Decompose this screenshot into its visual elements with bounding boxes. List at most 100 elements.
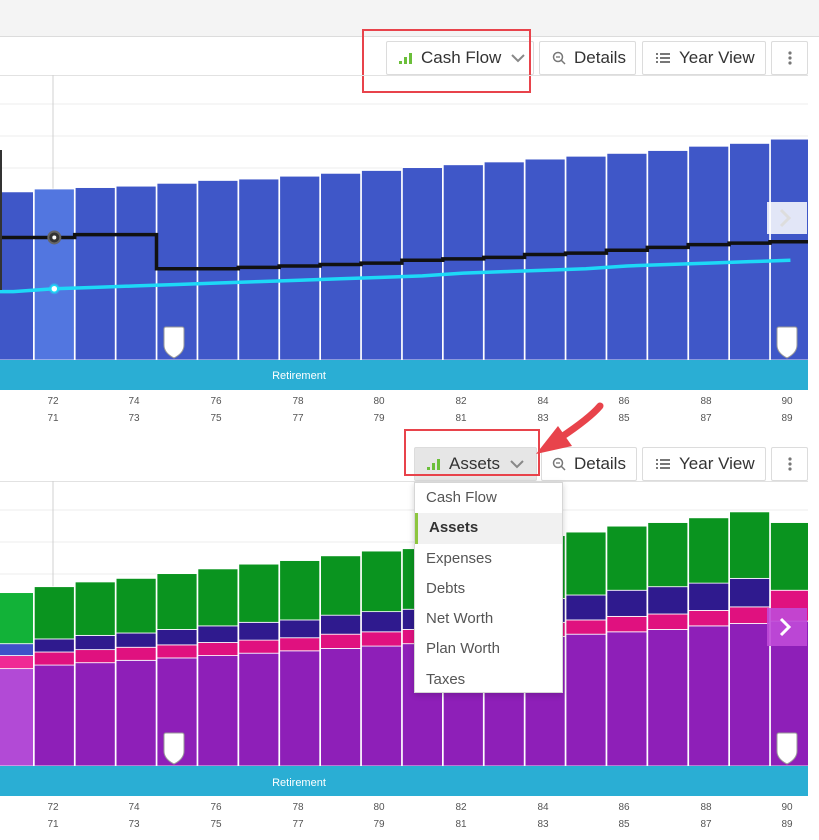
hover-point[interactable] [50, 284, 59, 293]
assets-segment-navy[interactable] [729, 577, 770, 608]
details-button[interactable]: Details [541, 447, 637, 481]
cash-flow-bar[interactable] [729, 143, 770, 361]
assets-segment-purple[interactable] [238, 652, 280, 767]
assets-segment-green[interactable] [279, 560, 321, 621]
year-view-button[interactable]: Year View [642, 41, 766, 75]
cash-flow-bar[interactable] [770, 138, 811, 361]
scroll-right-arrow-icon[interactable] [767, 608, 807, 646]
dropdown-item-net-worth[interactable]: Net Worth [426, 610, 494, 628]
assets-segment-green[interactable] [647, 522, 689, 588]
assets-segment-pink[interactable] [0, 655, 34, 670]
assets-segment-green[interactable] [33, 586, 75, 640]
assets-segment-purple[interactable] [0, 668, 34, 767]
assets-segment-navy[interactable] [197, 625, 239, 643]
assets-segment-purple[interactable] [197, 655, 239, 767]
cash-flow-bar[interactable] [401, 167, 443, 361]
assets-segment-purple[interactable] [115, 659, 157, 767]
assets-segment-green[interactable] [606, 525, 648, 591]
assets-segment-navy[interactable] [115, 632, 157, 648]
assets-segment-purple[interactable] [361, 645, 402, 767]
assets-segment-purple[interactable] [647, 629, 689, 767]
cash-flow-bar[interactable] [361, 170, 402, 361]
end-of-plan-marker-icon[interactable] [776, 732, 798, 765]
assets-segment-pink[interactable] [688, 610, 730, 627]
cash-flow-bar[interactable] [115, 185, 157, 361]
assets-segment-green[interactable] [0, 592, 34, 645]
assets-segment-green[interactable] [197, 568, 239, 627]
assets-segment-purple[interactable] [688, 625, 730, 767]
year-view-button[interactable]: Year View [642, 447, 766, 481]
assets-segment-pink[interactable] [361, 631, 402, 647]
chart-type-select-assets[interactable]: Assets [414, 447, 537, 481]
cash-flow-bar[interactable] [442, 164, 484, 361]
more-options-button[interactable] [771, 41, 808, 75]
dropdown-item-cash-flow[interactable]: Cash Flow [426, 489, 497, 506]
cash-flow-bar[interactable] [483, 161, 525, 361]
retirement-marker-icon[interactable] [163, 326, 185, 359]
assets-segment-navy[interactable] [320, 614, 362, 635]
dropdown-item-plan-worth[interactable]: Plan Worth [426, 640, 500, 658]
dropdown-item-taxes[interactable]: Taxes [426, 670, 466, 688]
assets-segment-pink[interactable] [197, 642, 239, 656]
cash-flow-bar[interactable] [74, 187, 116, 361]
assets-segment-pink[interactable] [606, 615, 648, 633]
assets-segment-pink[interactable] [74, 649, 116, 664]
dropdown-item-debts[interactable]: Debts [426, 579, 466, 597]
assets-segment-navy[interactable] [74, 634, 116, 651]
chart-type-select[interactable]: Cash Flow [386, 41, 534, 75]
cash-flow-bar[interactable] [606, 152, 648, 361]
assets-segment-pink[interactable] [156, 644, 198, 659]
assets-segment-purple[interactable] [729, 623, 770, 767]
assets-segment-purple[interactable] [279, 650, 321, 767]
assets-segment-navy[interactable] [688, 582, 730, 611]
assets-segment-green[interactable] [156, 573, 198, 630]
cash-flow-bar[interactable] [647, 150, 689, 361]
details-button[interactable]: Details [539, 41, 636, 75]
assets-segment-green[interactable] [729, 511, 770, 579]
assets-segment-navy[interactable] [606, 589, 648, 617]
cash-flow-bar[interactable] [238, 178, 280, 361]
assets-segment-pink[interactable] [647, 613, 689, 630]
end-of-plan-marker-icon[interactable] [776, 326, 798, 359]
assets-segment-green[interactable] [115, 577, 157, 634]
assets-segment-navy[interactable] [361, 611, 402, 633]
cash-flow-bar[interactable] [33, 188, 75, 361]
dropdown-item-assets[interactable]: Assets [415, 513, 562, 544]
assets-segment-green[interactable] [361, 550, 402, 613]
assets-segment-pink[interactable] [729, 606, 770, 624]
more-options-button[interactable] [771, 447, 808, 481]
assets-segment-pink[interactable] [565, 619, 607, 635]
cash-flow-bar[interactable] [320, 172, 362, 361]
assets-segment-purple[interactable] [565, 633, 607, 767]
cash-flow-bar[interactable] [279, 175, 321, 361]
scroll-right-arrow-icon[interactable] [767, 202, 807, 234]
assets-segment-purple[interactable] [74, 662, 116, 767]
assets-segment-navy[interactable] [238, 621, 280, 641]
assets-segment-navy[interactable] [0, 643, 34, 656]
assets-segment-navy[interactable] [279, 619, 321, 639]
assets-segment-navy[interactable] [647, 586, 689, 615]
assets-segment-green[interactable] [74, 581, 116, 636]
cash-flow-bar[interactable] [688, 145, 730, 361]
assets-segment-navy[interactable] [156, 629, 198, 646]
assets-segment-green[interactable] [565, 531, 607, 596]
assets-segment-pink[interactable] [238, 639, 280, 654]
assets-segment-green[interactable] [320, 555, 362, 616]
cash-flow-bar[interactable] [0, 191, 34, 361]
assets-segment-green[interactable] [770, 522, 811, 591]
assets-segment-navy[interactable] [565, 594, 607, 621]
assets-segment-pink[interactable] [320, 633, 362, 649]
cash-flow-bar[interactable] [565, 155, 607, 361]
assets-segment-purple[interactable] [606, 631, 648, 767]
assets-segment-green[interactable] [238, 563, 280, 623]
assets-segment-green[interactable] [688, 517, 730, 584]
assets-segment-pink[interactable] [279, 637, 321, 652]
dropdown-item-expenses[interactable]: Expenses [426, 549, 492, 567]
cash-flow-bar[interactable] [524, 158, 566, 361]
assets-segment-purple[interactable] [33, 664, 75, 767]
assets-segment-pink[interactable] [33, 651, 75, 666]
assets-segment-pink[interactable] [115, 646, 157, 661]
assets-segment-purple[interactable] [320, 648, 362, 767]
retirement-marker-icon[interactable] [163, 732, 185, 765]
assets-segment-navy[interactable] [33, 638, 75, 653]
